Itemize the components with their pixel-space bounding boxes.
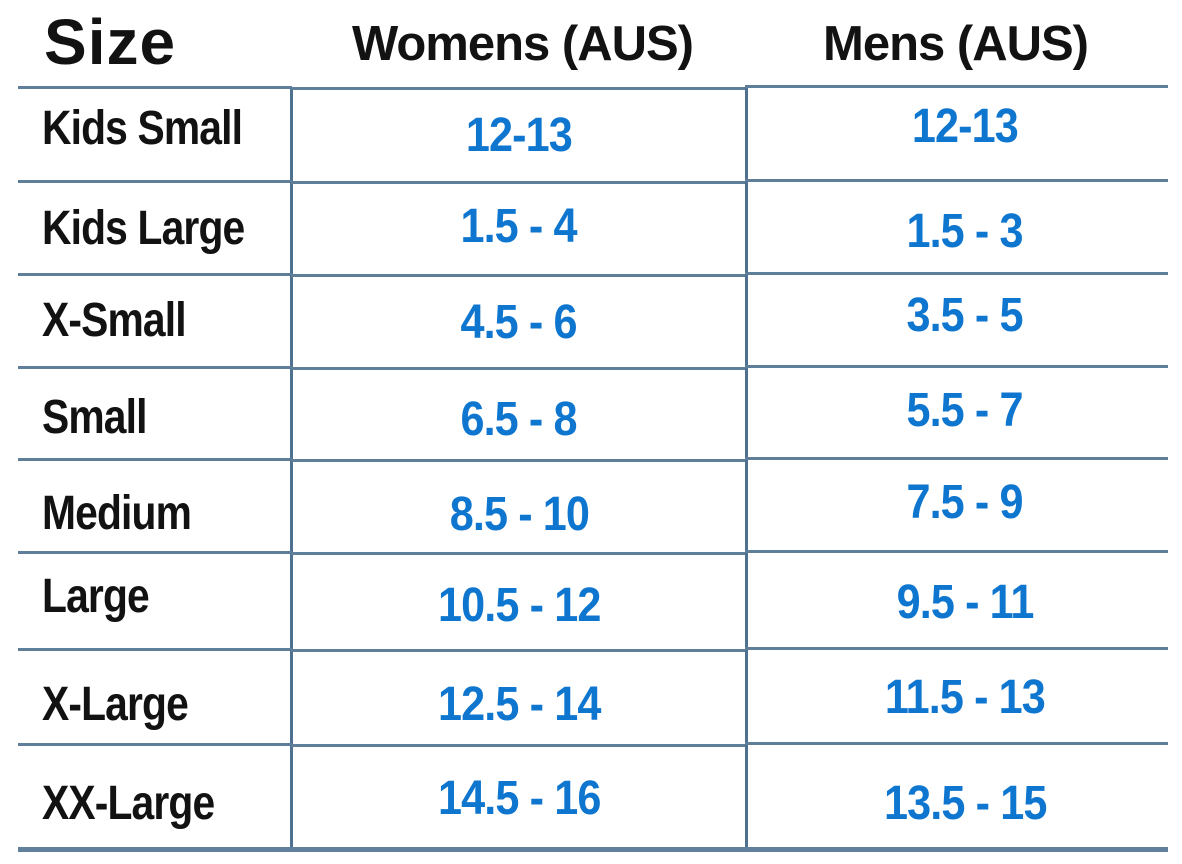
mens-value: 5.5 - 7 xyxy=(906,383,1024,437)
size-label: X-Small xyxy=(42,294,187,347)
mens-column-header: Mens (AUS) xyxy=(823,17,1089,71)
table-row: Kids Large 1.5 - 4 1.5 - 3 xyxy=(0,182,1182,275)
size-column-header-cell: Size xyxy=(0,0,290,88)
size-label: Small xyxy=(42,390,147,444)
table-row: XX-Large 14.5 - 16 13.5 - 15 xyxy=(0,745,1182,850)
size-label: Medium xyxy=(42,487,192,540)
size-label: Large xyxy=(42,570,150,623)
size-label: XX-Large xyxy=(42,777,215,830)
size-label: Kids Small xyxy=(42,101,243,155)
womens-value: 12-13 xyxy=(465,108,573,162)
mens-value-cell: 7.5 - 9 xyxy=(745,460,1182,553)
womens-value-cell: 14.5 - 16 xyxy=(290,745,745,850)
mens-column-header-cell: Mens (AUS) xyxy=(745,0,1182,88)
mens-value-cell: 5.5 - 7 xyxy=(745,368,1182,460)
size-cell: X-Large xyxy=(0,650,290,745)
size-cell: Large xyxy=(0,553,290,650)
mens-value-cell: 3.5 - 5 xyxy=(745,275,1182,368)
womens-value-cell: 12.5 - 14 xyxy=(290,650,745,745)
table-row: X-Small 4.5 - 6 3.5 - 5 xyxy=(0,275,1182,368)
size-cell: XX-Large xyxy=(0,745,290,850)
size-cell: Kids Small xyxy=(0,88,290,182)
table-row: Medium 8.5 - 10 7.5 - 9 xyxy=(0,460,1182,553)
header-row: Size Womens (AUS) Mens (AUS) xyxy=(0,0,1182,88)
mens-value-cell: 9.5 - 11 xyxy=(745,553,1182,650)
table-row: Large 10.5 - 12 9.5 - 11 xyxy=(0,553,1182,650)
mens-value: 13.5 - 15 xyxy=(883,777,1047,830)
womens-value-cell: 8.5 - 10 xyxy=(290,460,745,553)
table-row: X-Large 12.5 - 14 11.5 - 13 xyxy=(0,650,1182,745)
table-row: Small 6.5 - 8 5.5 - 7 xyxy=(0,368,1182,460)
table-row: Kids Small 12-13 12-13 xyxy=(0,88,1182,182)
womens-value-cell: 10.5 - 12 xyxy=(290,553,745,650)
mens-value: 9.5 - 11 xyxy=(896,576,1035,629)
womens-value: 4.5 - 6 xyxy=(460,296,578,349)
mens-value-cell: 12-13 xyxy=(745,88,1182,182)
size-column-header: Size xyxy=(44,6,177,78)
womens-column-header: Womens (AUS) xyxy=(351,17,694,71)
table-bottom-rule xyxy=(18,847,1168,852)
size-cell: X-Small xyxy=(0,275,290,368)
womens-value: 14.5 - 16 xyxy=(437,772,601,825)
size-label: Kids Large xyxy=(42,202,245,255)
size-cell: Small xyxy=(0,368,290,460)
womens-value: 10.5 - 12 xyxy=(437,579,601,632)
womens-value: 8.5 - 10 xyxy=(449,488,589,541)
mens-value: 12-13 xyxy=(911,99,1019,153)
womens-value-cell: 4.5 - 6 xyxy=(290,275,745,368)
womens-value-cell: 6.5 - 8 xyxy=(290,368,745,460)
size-cell: Medium xyxy=(0,460,290,553)
size-cell: Kids Large xyxy=(0,182,290,275)
mens-value: 11.5 - 13 xyxy=(884,671,1046,724)
womens-value-cell: 12-13 xyxy=(290,88,745,182)
mens-value: 3.5 - 5 xyxy=(906,289,1024,342)
size-label: X-Large xyxy=(42,678,189,731)
mens-value: 7.5 - 9 xyxy=(906,476,1024,529)
womens-value-cell: 1.5 - 4 xyxy=(290,182,745,275)
womens-value: 12.5 - 14 xyxy=(437,678,601,731)
womens-value: 6.5 - 8 xyxy=(460,392,578,446)
mens-value-cell: 13.5 - 15 xyxy=(745,745,1182,850)
womens-column-header-cell: Womens (AUS) xyxy=(290,0,745,88)
mens-value: 1.5 - 3 xyxy=(906,205,1024,258)
womens-value: 1.5 - 4 xyxy=(460,200,578,253)
mens-value-cell: 1.5 - 3 xyxy=(745,182,1182,275)
mens-value-cell: 11.5 - 13 xyxy=(745,650,1182,745)
